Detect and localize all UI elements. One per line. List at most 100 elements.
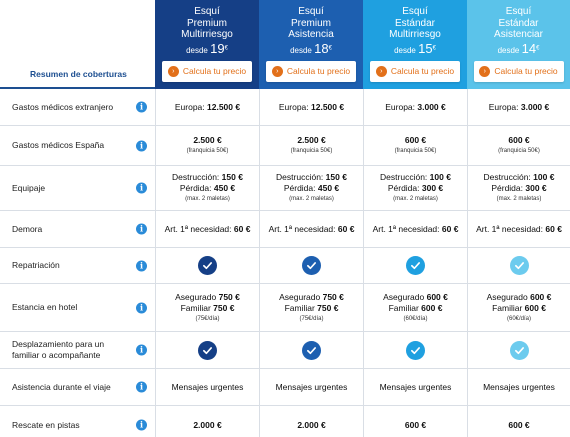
value-note: (max. 2 maletas) — [185, 196, 230, 202]
value-note: (60€/día) — [403, 315, 428, 322]
info-icon[interactable]: i — [136, 101, 147, 113]
value-cell: Europa: 3.000 € — [467, 89, 570, 126]
price-currency: € — [224, 44, 228, 51]
calculate-price-label: Calcula tu precio — [494, 66, 558, 76]
value-amount: 2.000 € — [297, 419, 326, 430]
price-prefix: desde — [290, 45, 312, 55]
value-note: (franquicia 50€) — [186, 148, 229, 154]
value-cell: Mensajes urgentes — [467, 369, 570, 406]
summary-heading-cell: Resumen de coberturas — [0, 0, 155, 89]
row-label-cell: Gastos médicos extranjero i — [0, 89, 155, 126]
value-cell: Europa: 12.500 € — [155, 89, 259, 126]
value-amount: 750 € — [317, 302, 339, 313]
plan-name-line3: Multirriesgo — [389, 29, 441, 40]
check-icon — [198, 340, 217, 360]
value-cell: Destrucción: 100 € Pérdida: 300 € (max. 2 … — [467, 166, 570, 211]
value-prefix: Asegurado — [279, 291, 323, 302]
value-line-1: Asegurado 750 € — [279, 292, 344, 303]
value-prefix: Pérdida: — [387, 183, 422, 193]
plan-price: desde 15€ — [394, 42, 436, 57]
plan-header-4: Esquí Estándar Asistenciar desde 14€ › Calcul… — [467, 0, 570, 89]
check-icon — [406, 340, 425, 360]
value-note: (franquicia 50€) — [498, 148, 540, 154]
plan-name-line1: Esquí — [194, 6, 220, 17]
row-label: Gastos médicos España — [12, 140, 105, 150]
row-label: Estancia en hotel — [12, 302, 78, 312]
calculate-price-button[interactable]: › Calcula tu precio — [266, 60, 356, 82]
value-cell: Destrucción: 100 € Pérdida: 300 € (max. 2 … — [363, 166, 467, 211]
calculate-price-button[interactable]: › Calcula tu precio — [473, 60, 564, 82]
value-amount: 150 € — [325, 172, 347, 182]
plan-header-2: Esquí Premium Asistencia desde 18€ › Calcula … — [259, 0, 363, 89]
calculate-price-button[interactable]: › Calcula tu precio — [162, 60, 252, 82]
value-prefix: Mensajes urgentes — [171, 381, 244, 392]
value-text: Mensajes urgentes — [483, 382, 555, 393]
value-amount: 150 € — [221, 172, 243, 182]
value-line-2: Familiar 750 € — [181, 303, 235, 314]
value-note: (max. 2 maletas) — [393, 196, 438, 202]
value-amount: 600 € — [530, 291, 552, 302]
value-text: Mensajes urgentes — [380, 382, 452, 393]
value-cell — [363, 248, 467, 284]
value-cell — [467, 332, 570, 369]
value-amount: 600 € — [404, 135, 427, 145]
check-icon — [198, 256, 217, 275]
value-prefix: Europa: — [278, 101, 312, 112]
value-amount: 2.000 € — [193, 419, 222, 430]
value-prefix: Asegurado — [383, 291, 427, 302]
summary-heading: Resumen de coberturas — [30, 69, 127, 79]
plan-name-line2: Estándar — [394, 17, 436, 29]
value-prefix: Mensajes urgentes — [379, 381, 452, 392]
value-cell: Mensajes urgentes — [259, 369, 363, 406]
value-cell: 2.000 € — [155, 406, 259, 437]
info-icon[interactable]: i — [136, 140, 147, 151]
info-icon[interactable]: i — [136, 260, 147, 271]
row-label: Equipaje — [12, 182, 46, 193]
chevron-right-icon: › — [375, 65, 387, 77]
check-icon — [302, 340, 321, 360]
value-amount: 100 € — [429, 172, 451, 182]
value-text: Europa: 3.000 € — [489, 102, 550, 113]
value-cell — [467, 248, 570, 284]
value-cell — [155, 248, 259, 284]
info-icon[interactable]: i — [136, 302, 147, 313]
info-icon[interactable]: i — [136, 419, 147, 431]
value-amount: 750 € — [322, 291, 344, 302]
info-icon[interactable]: i — [136, 223, 147, 235]
value-amount: 2.500 € — [297, 135, 326, 145]
row-label-cell: Rescate en pistas i — [0, 406, 155, 437]
price-value: 14 — [521, 40, 537, 56]
plan-name-line1: Esquí — [505, 6, 532, 17]
value-amount: 600 € — [404, 419, 427, 430]
value-cell: Asegurado 750 € Familiar 750 € (75€/día) — [259, 284, 363, 332]
row-label: Rescate en pistas — [12, 419, 80, 430]
value-note: (60€/día) — [506, 315, 531, 322]
value-line-1: Destrucción: 150 € — [172, 172, 243, 183]
info-icon[interactable]: i — [136, 182, 147, 194]
value-amount: 3.000 € — [417, 101, 446, 112]
info-icon[interactable]: i — [136, 344, 147, 356]
calculate-price-button[interactable]: › Calcula tu precio — [370, 60, 460, 82]
value-line-2: Familiar 600 € — [492, 303, 546, 314]
row-label: Repatriación — [12, 260, 60, 270]
value-prefix: Europa: — [385, 101, 418, 112]
value-cell: Destrucción: 150 € Pérdida: 450 € (max. 2 … — [259, 166, 363, 211]
price-value: 19 — [210, 40, 225, 56]
value-text: 600 € — [508, 420, 529, 431]
value-amount: 450 € — [213, 183, 236, 193]
value-cell: 2.500 € (franquicia 50€) — [155, 126, 259, 166]
value-prefix: Art. 1ª necesidad: — [476, 223, 546, 234]
value-text: 2.500 € — [297, 135, 325, 146]
value-cell: Asegurado 600 € Familiar 600 € (60€/día) — [467, 284, 570, 332]
value-prefix: Pérdida: — [283, 183, 318, 193]
value-prefix: Destrucción: — [172, 172, 222, 182]
row-label: Demora — [12, 223, 43, 234]
value-text: Art. 1ª necesidad: 60 € — [373, 224, 459, 235]
value-prefix: Mensajes urgentes — [483, 381, 555, 392]
value-text: Mensajes urgentes — [276, 382, 348, 393]
value-cell: Art. 1ª necesidad: 60 € — [259, 211, 363, 248]
value-note: (max. 2 maletas) — [289, 196, 334, 202]
info-icon[interactable]: i — [136, 381, 147, 393]
value-amount: 12.500 € — [311, 101, 345, 112]
